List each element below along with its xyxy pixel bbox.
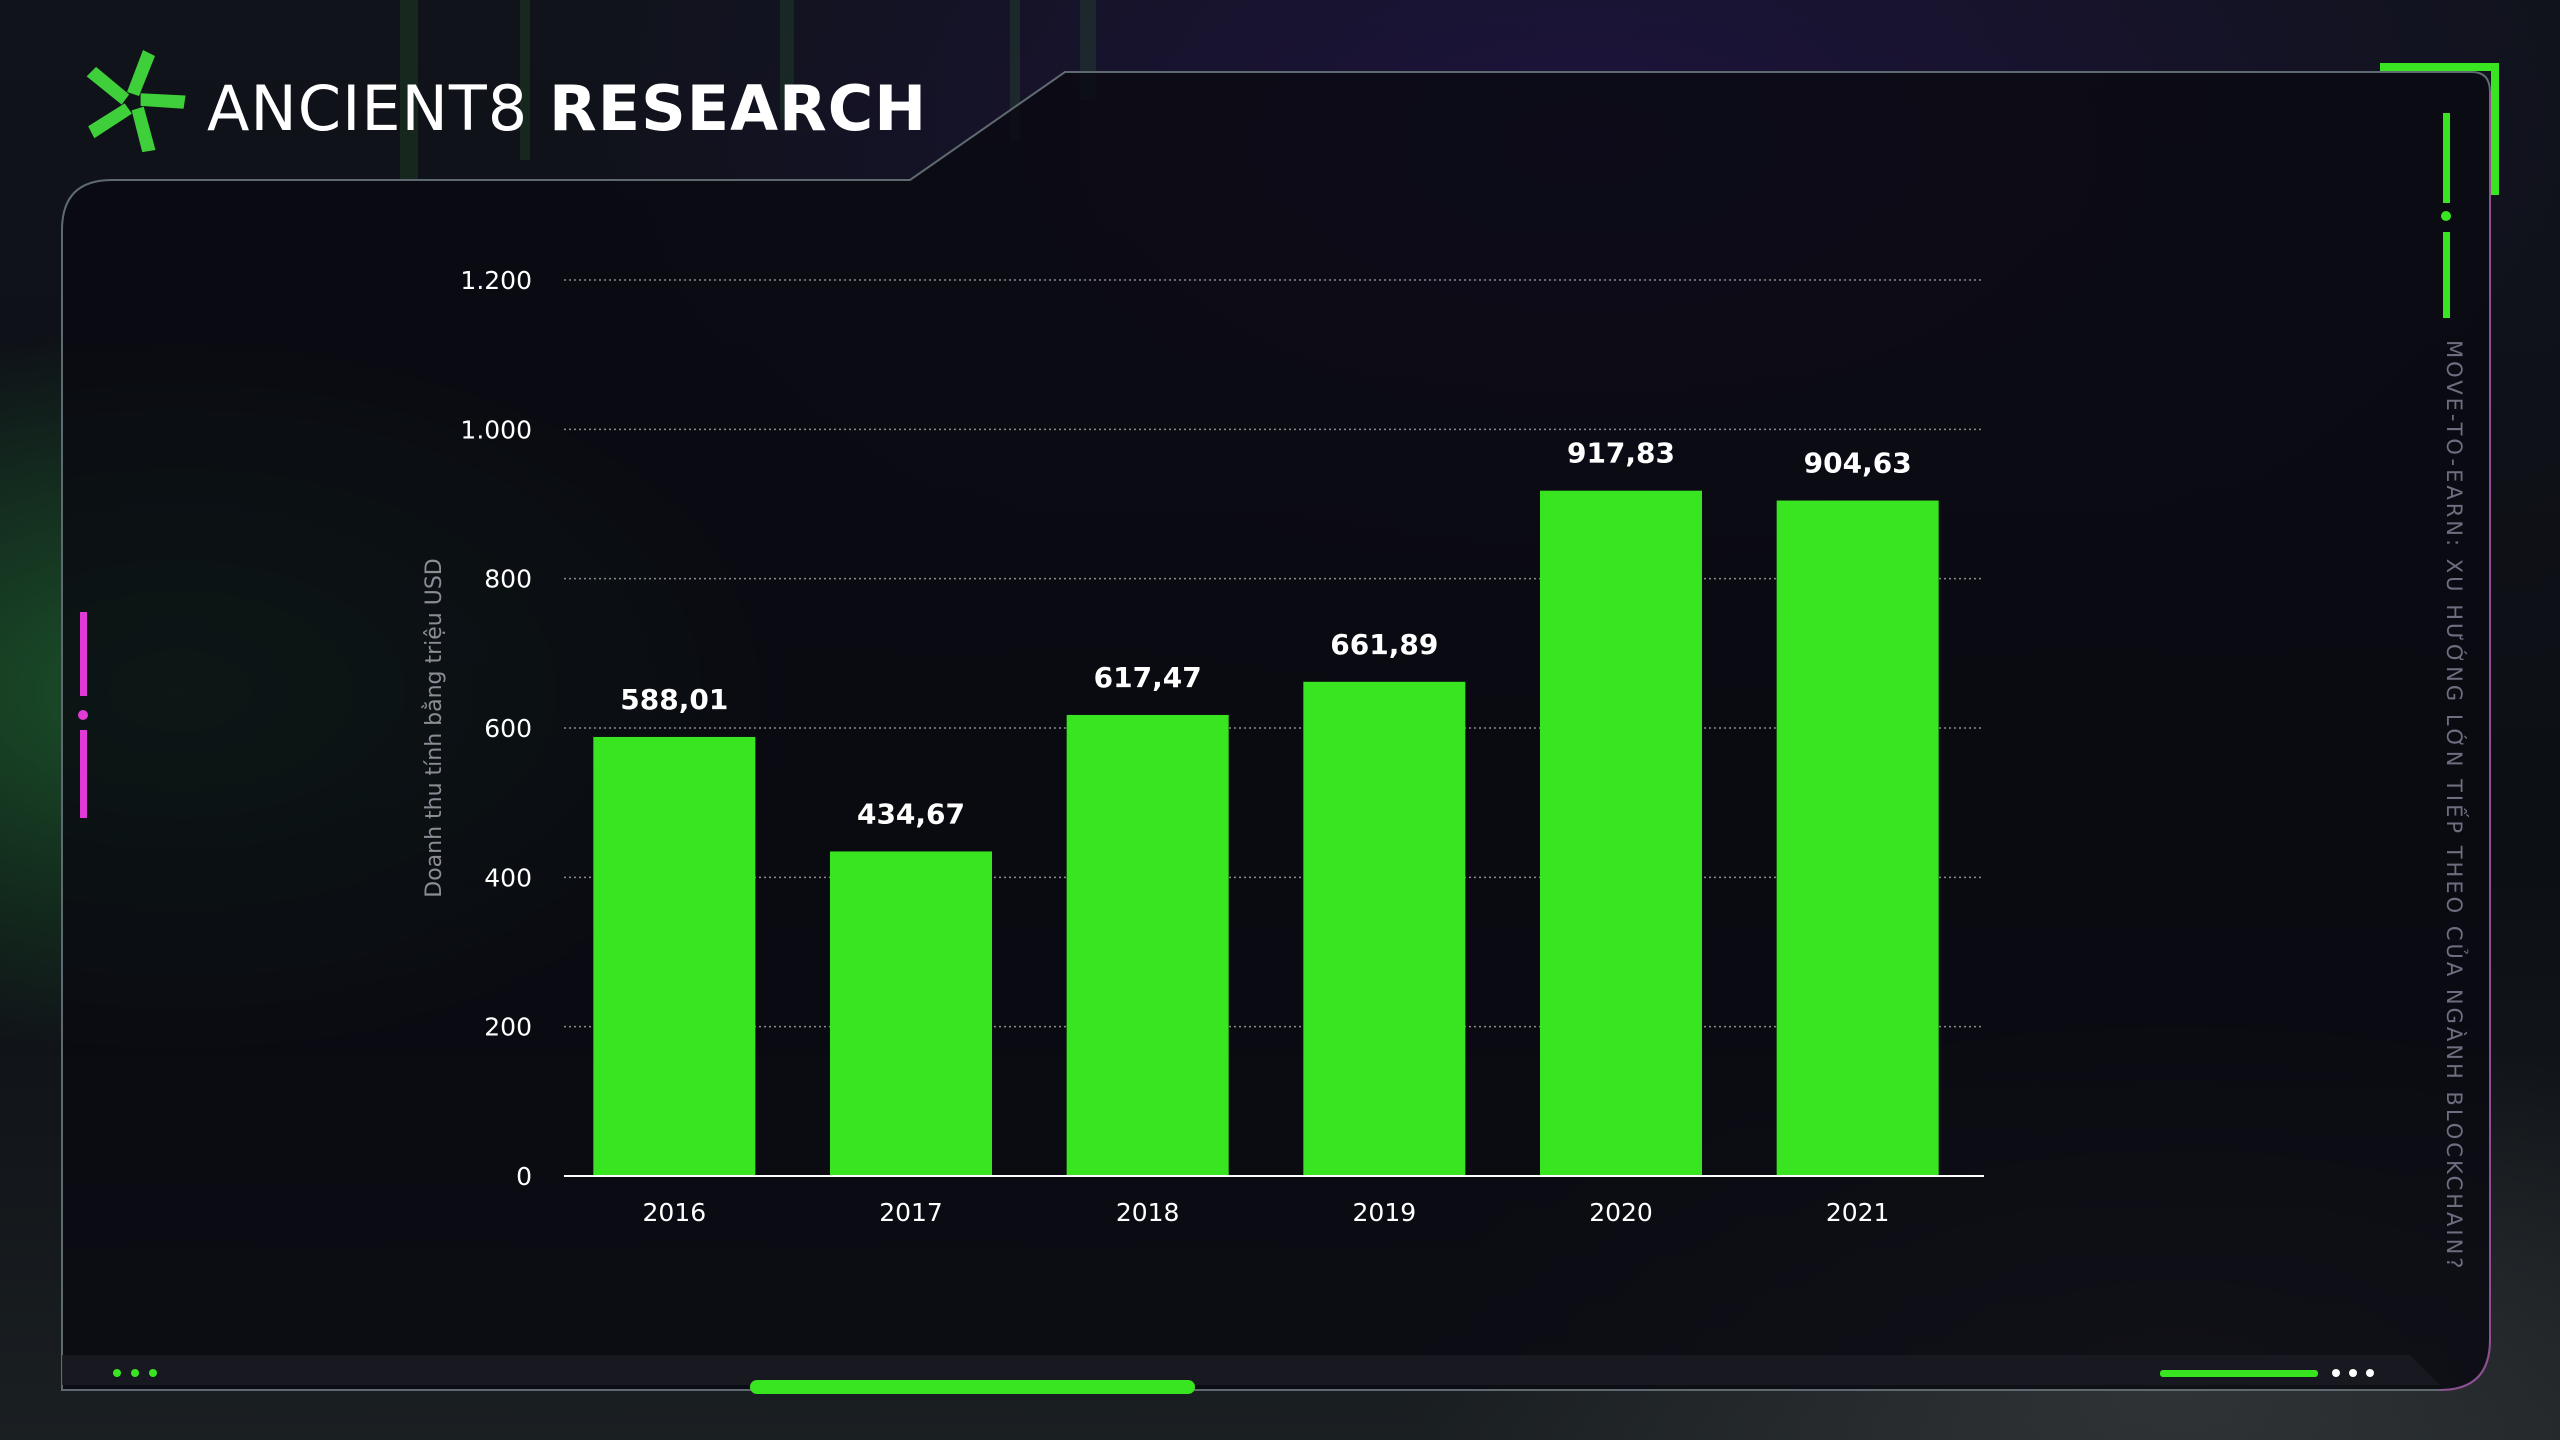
y-axis-ticks: 0 200 400 600 800 1.000 1.200 [460,266,532,1191]
bar-2021 [1776,500,1939,1176]
bar-2020 [1540,490,1702,1177]
data-label: 617,47 [1094,661,1202,694]
bottom-right-green-bar [2160,1370,2318,1377]
bottom-left-dots [113,1369,157,1377]
left-magenta-bar [80,612,87,696]
x-tick-label: 2016 [643,1198,707,1227]
y-tick-label: 200 [484,1013,532,1042]
y-tick-label: 0 [516,1162,532,1191]
data-label: 434,67 [857,797,965,830]
x-axis-ticks: 2016 2017 2018 2019 2020 2021 [643,1198,1890,1227]
ancient8-logo-icon [86,50,186,153]
data-label: 917,83 [1567,437,1675,470]
y-tick-label: 600 [484,714,532,743]
bars [593,490,1939,1177]
brand-name-light: ANCIENT8 [207,72,529,145]
bar-2018 [1066,714,1229,1176]
x-tick-label: 2020 [1589,1198,1653,1227]
y-tick-label: 400 [484,863,532,892]
bottom-green-bar [750,1380,1195,1394]
bottom-strip [62,1355,2440,1385]
data-label: 661,89 [1330,628,1438,661]
bottom-right-dots [2332,1369,2374,1377]
bar-2019 [1303,681,1466,1176]
brand-wordmark: ANCIENT8 RESEARCH [207,64,927,154]
y-tick-label: 1.000 [460,415,532,444]
data-labels: 588,01 434,67 617,47 661,89 917,83 904,63 [620,437,1911,831]
side-caption: MOVE-TO-EARN: XU HƯỚNG LỚN TIẾP THEO CỦA… [2442,340,2466,1272]
x-tick-label: 2018 [1116,1198,1180,1227]
x-tick-label: 2021 [1826,1198,1890,1227]
data-label: 588,01 [620,683,728,716]
brand-name-bold: RESEARCH [548,72,928,145]
y-tick-label: 1.200 [460,266,532,295]
x-tick-label: 2019 [1353,1198,1417,1227]
bar-2016 [593,736,756,1176]
corner-bracket [2380,63,2499,195]
data-label: 904,63 [1804,447,1912,480]
x-tick-label: 2017 [879,1198,943,1227]
gridlines [564,279,1984,1028]
y-axis-label: Doanh thu tính bằng triệu USD [422,558,447,898]
y-tick-label: 800 [484,565,532,594]
bar-2017 [830,851,992,1176]
